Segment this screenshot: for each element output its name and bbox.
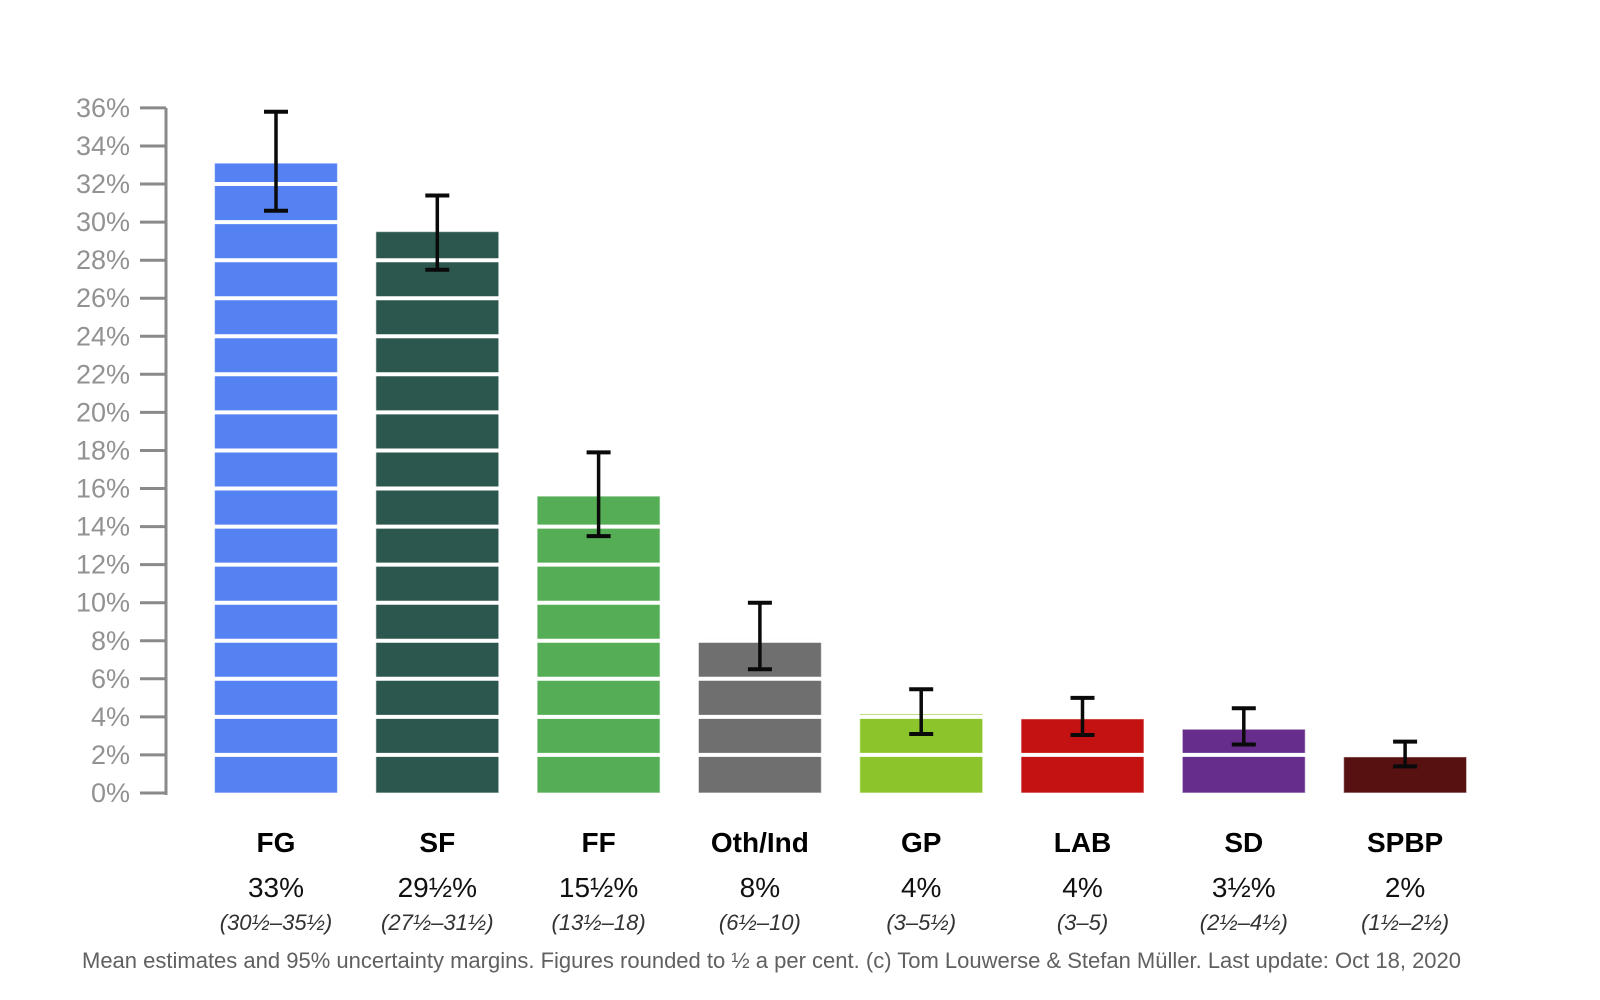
- y-axis-tick-label-24pct: 24%: [76, 321, 130, 351]
- party-range-sf: (27½–31½): [381, 910, 494, 935]
- y-axis-tick-label-18pct: 18%: [76, 436, 130, 466]
- y-axis-tick-label-2pct: 2%: [91, 740, 130, 770]
- party-value-gp: 4%: [901, 872, 941, 903]
- party-range-fg: (30½–35½): [220, 910, 333, 935]
- y-axis-tick-label-32pct: 32%: [76, 169, 130, 199]
- y-axis-tick-label-30pct: 30%: [76, 207, 130, 237]
- y-axis-tick-label-26pct: 26%: [76, 283, 130, 313]
- party-label-lab: LAB: [1054, 827, 1112, 858]
- error-bar-sf: [425, 193, 450, 272]
- party-label-oth-ind: Oth/Ind: [711, 827, 809, 858]
- party-range-ff: (13½–18): [552, 910, 646, 935]
- party-value-lab: 4%: [1062, 872, 1102, 903]
- party-label-gp: GP: [901, 827, 941, 858]
- party-label-spbp: SPBP: [1367, 827, 1443, 858]
- error-bar-sd: [1231, 706, 1256, 747]
- y-axis-tick-label-12pct: 12%: [76, 550, 130, 580]
- party-value-oth-ind: 8%: [740, 872, 780, 903]
- bar-ff: [536, 495, 661, 794]
- party-value-spbp: 2%: [1385, 872, 1425, 903]
- y-axis-tick-label-22pct: 22%: [76, 359, 130, 389]
- gridlines-layer: [168, 144, 1470, 757]
- y-axis-tick-label-16pct: 16%: [76, 474, 130, 504]
- party-range-sd: (2½–4½): [1200, 910, 1288, 935]
- error-bar-gp: [909, 687, 934, 736]
- party-label-sf: SF: [419, 827, 455, 858]
- party-value-sd: 3½%: [1212, 872, 1276, 903]
- y-axis-tick-label-14pct: 14%: [76, 512, 130, 542]
- error-bars-layer: [264, 109, 1418, 769]
- y-axis: 0% 2% 4% 6% 8% 10% 12% 14% 16% 18% 20% 22% 24% 26% 28%…: [76, 93, 168, 808]
- error-bar-ff: [586, 450, 611, 539]
- y-axis-tick-label-20pct: 20%: [76, 397, 130, 427]
- party-range-gp: (3–5½): [886, 910, 956, 935]
- party-value-fg: 33%: [248, 872, 304, 903]
- y-axis-tick-label-10pct: 10%: [76, 588, 130, 618]
- bar-sf: [375, 231, 500, 794]
- party-range-lab: (3–5): [1057, 910, 1108, 935]
- y-axis-tick-label-4pct: 4%: [91, 702, 130, 732]
- party-label-ff: FF: [581, 827, 615, 858]
- chart-footnote: Mean estimates and 95% uncertainty margi…: [82, 948, 1461, 973]
- y-axis-tick-label-34pct: 34%: [76, 131, 130, 161]
- party-label-fg: FG: [257, 827, 296, 858]
- party-range-oth-ind: (6½–10): [719, 910, 801, 935]
- bar-spbp: [1342, 756, 1468, 794]
- y-axis-tick-label-0pct: 0%: [91, 778, 130, 808]
- category-labels-layer: FG 33% (30½–35½) SF 29½% (27½–31½) FF 15½% (13½–…: [220, 827, 1449, 935]
- error-bar-fg: [264, 109, 288, 213]
- party-label-sd: SD: [1224, 827, 1263, 858]
- y-axis-tick-label-28pct: 28%: [76, 245, 130, 275]
- party-value-ff: 15½%: [559, 872, 638, 903]
- bars-layer: [213, 162, 1468, 794]
- error-bar-oth-ind: [747, 600, 772, 672]
- party-range-spbp: (1½–2½): [1361, 910, 1449, 935]
- y-axis-tick-label-6pct: 6%: [91, 664, 130, 694]
- error-bar-lab: [1070, 695, 1095, 737]
- error-bar-spbp: [1393, 739, 1418, 769]
- bar-fg: [213, 162, 339, 794]
- y-axis-tick-label-36pct: 36%: [76, 93, 130, 123]
- y-axis-tick-label-8pct: 8%: [91, 626, 130, 656]
- party-value-sf: 29½%: [398, 872, 477, 903]
